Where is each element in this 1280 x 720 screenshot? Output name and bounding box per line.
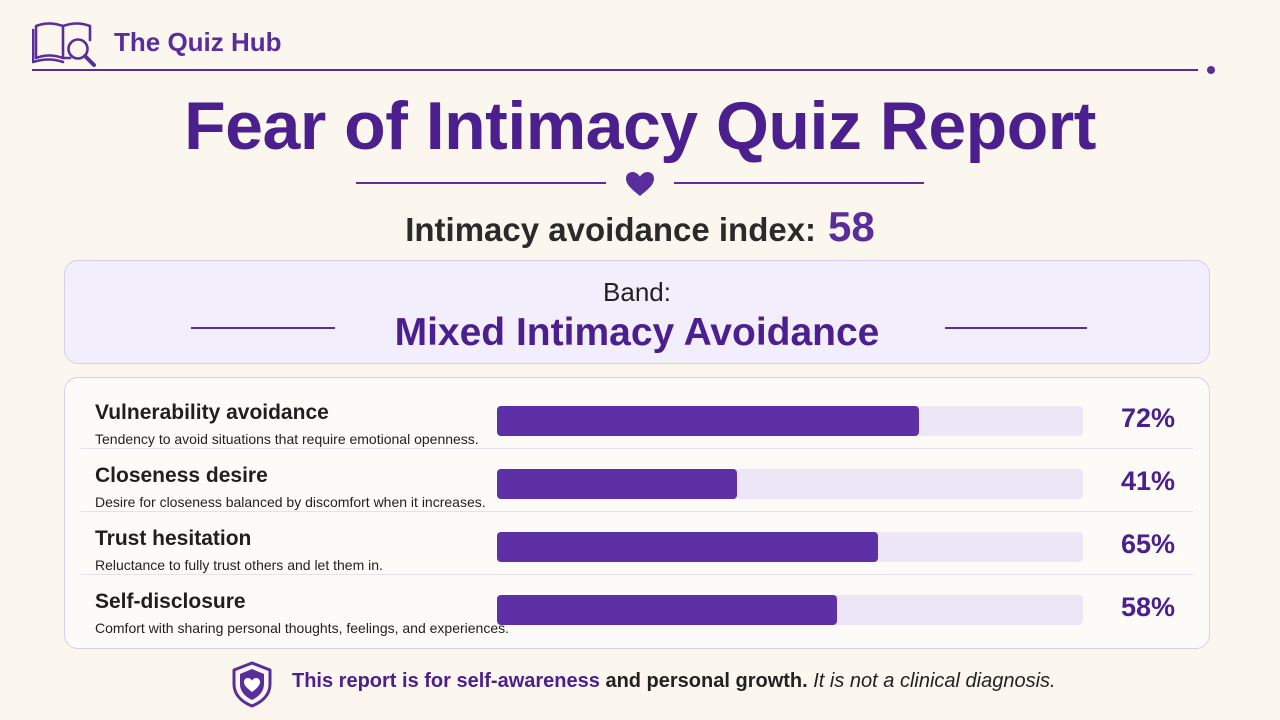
- site-header: The Quiz Hub: [32, 14, 282, 70]
- brand-name[interactable]: The Quiz Hub: [114, 26, 282, 57]
- disclaimer-highlight: This report is for self-awareness: [292, 670, 600, 692]
- dimension-bar-fill: [497, 406, 919, 436]
- dimension-name: Trust hesitation: [95, 527, 252, 550]
- dimension-row-closeness-desire: Closeness desire Desire for closeness ba…: [81, 449, 1193, 512]
- dimension-bar-fill: [497, 469, 738, 499]
- heart-icon: [626, 172, 654, 196]
- index-label: Intimacy avoidance index:: [405, 211, 817, 248]
- index-value: 58: [828, 203, 875, 250]
- dimension-bar-fill: [497, 532, 878, 562]
- dimension-row-vulnerability-avoidance: Vulnerability avoidance Tendency to avoi…: [81, 386, 1193, 449]
- dimension-bar-track: [497, 532, 1083, 562]
- dimension-description: Comfort with sharing personal thoughts, …: [95, 620, 510, 636]
- dimension-description: Reluctance to fully trust others and let…: [95, 557, 383, 573]
- band-label: Band:: [603, 277, 671, 307]
- dimension-row-trust-hesitation: Trust hesitation Reluctance to fully tru…: [81, 512, 1193, 575]
- dimension-name: Closeness desire: [95, 464, 268, 487]
- divider-line-right: [674, 182, 924, 184]
- title-divider: [0, 170, 1280, 198]
- dimension-percent: 41%: [1120, 466, 1175, 496]
- dimension-scores-card: Vulnerability avoidance Tendency to avoi…: [64, 377, 1210, 649]
- dimension-bar-track: [497, 595, 1083, 625]
- band-line-right: [945, 327, 1087, 329]
- band-card: Band: Mixed Intimacy Avoidance: [64, 260, 1210, 364]
- dimension-description: Desire for closeness balanced by discomf…: [95, 494, 486, 510]
- shield-heart-icon: [232, 661, 272, 708]
- dimension-bar-fill: [497, 595, 837, 625]
- header-rule-dot: [1207, 66, 1215, 74]
- disclaimer-italic: It is not a clinical diagnosis.: [807, 670, 1056, 692]
- band-value: Mixed Intimacy Avoidance: [394, 311, 880, 354]
- page-title: Fear of Intimacy Quiz Report: [184, 88, 1096, 164]
- dimension-bar-track: [497, 469, 1083, 499]
- disclaimer: This report is for self-awareness and pe…: [0, 658, 1280, 708]
- dimension-percent: 58%: [1120, 592, 1175, 622]
- dimension-bar-track: [497, 406, 1083, 436]
- dimension-name: Self-disclosure: [95, 590, 246, 613]
- dimension-percent: 65%: [1120, 529, 1175, 559]
- dimension-name: Vulnerability avoidance: [95, 401, 329, 424]
- disclaimer-text: This report is for self-awareness and pe…: [292, 670, 1056, 693]
- avoidance-index: Intimacy avoidance index: 58: [0, 200, 1280, 264]
- divider-line-left: [356, 182, 606, 184]
- band-line-left: [191, 327, 335, 329]
- dimension-percent: 72%: [1120, 403, 1175, 433]
- dimension-description: Tendency to avoid situations that requir…: [95, 431, 479, 447]
- header-rule: [32, 69, 1198, 71]
- dimension-row-self-disclosure: Self-disclosure Comfort with sharing per…: [81, 575, 1193, 637]
- book-magnifier-icon: [32, 22, 96, 67]
- disclaimer-middle: and personal growth.: [599, 670, 808, 692]
